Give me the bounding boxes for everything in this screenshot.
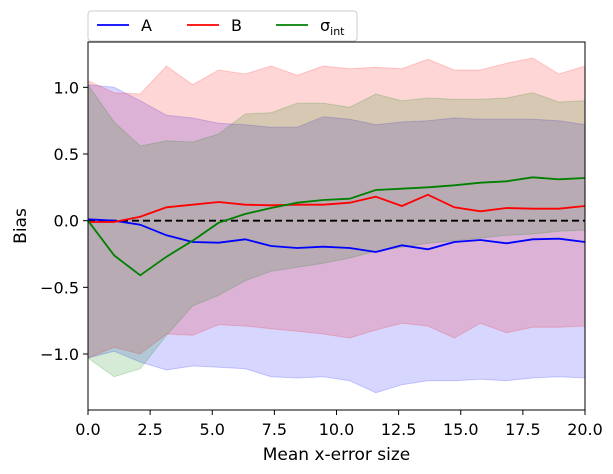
y-tick-label: −1.0 [40,345,79,364]
y-tick-label: 0.0 [54,212,79,231]
x-tick-label: 10.0 [319,420,355,439]
x-tick-label: 17.5 [505,420,541,439]
y-tick-label: 1.0 [54,78,79,97]
y-axis-ticks: −1.0 −0.5 0.0 0.5 1.0 [40,78,88,364]
y-tick-label: 0.5 [54,145,79,164]
uncertainty-bands [87,57,586,394]
legend-label-1: B [231,16,242,35]
x-tick-label: 7.5 [262,420,287,439]
y-tick-label: −0.5 [40,278,79,297]
x-tick-label: 2.5 [137,420,162,439]
legend-label-0: A [141,16,152,35]
y-axis-label: Bias [11,208,31,244]
line-series-2 [87,176,586,277]
x-tick-label: 5.0 [200,420,225,439]
legend-box [87,10,358,42]
x-axis-ticks: 0.0 2.5 5.0 7.5 10.0 12.5 15.0 17.5 20.0 [75,410,603,439]
x-axis-label: Mean x-error size [263,445,410,465]
x-tick-label: 20.0 [567,420,603,439]
x-tick-label: 0.0 [75,420,100,439]
line-series-1 [88,193,586,223]
x-tick-label: 15.0 [443,420,479,439]
line-series-0 [87,218,586,253]
x-tick-label: 12.5 [381,420,417,439]
series-lines [87,176,586,277]
